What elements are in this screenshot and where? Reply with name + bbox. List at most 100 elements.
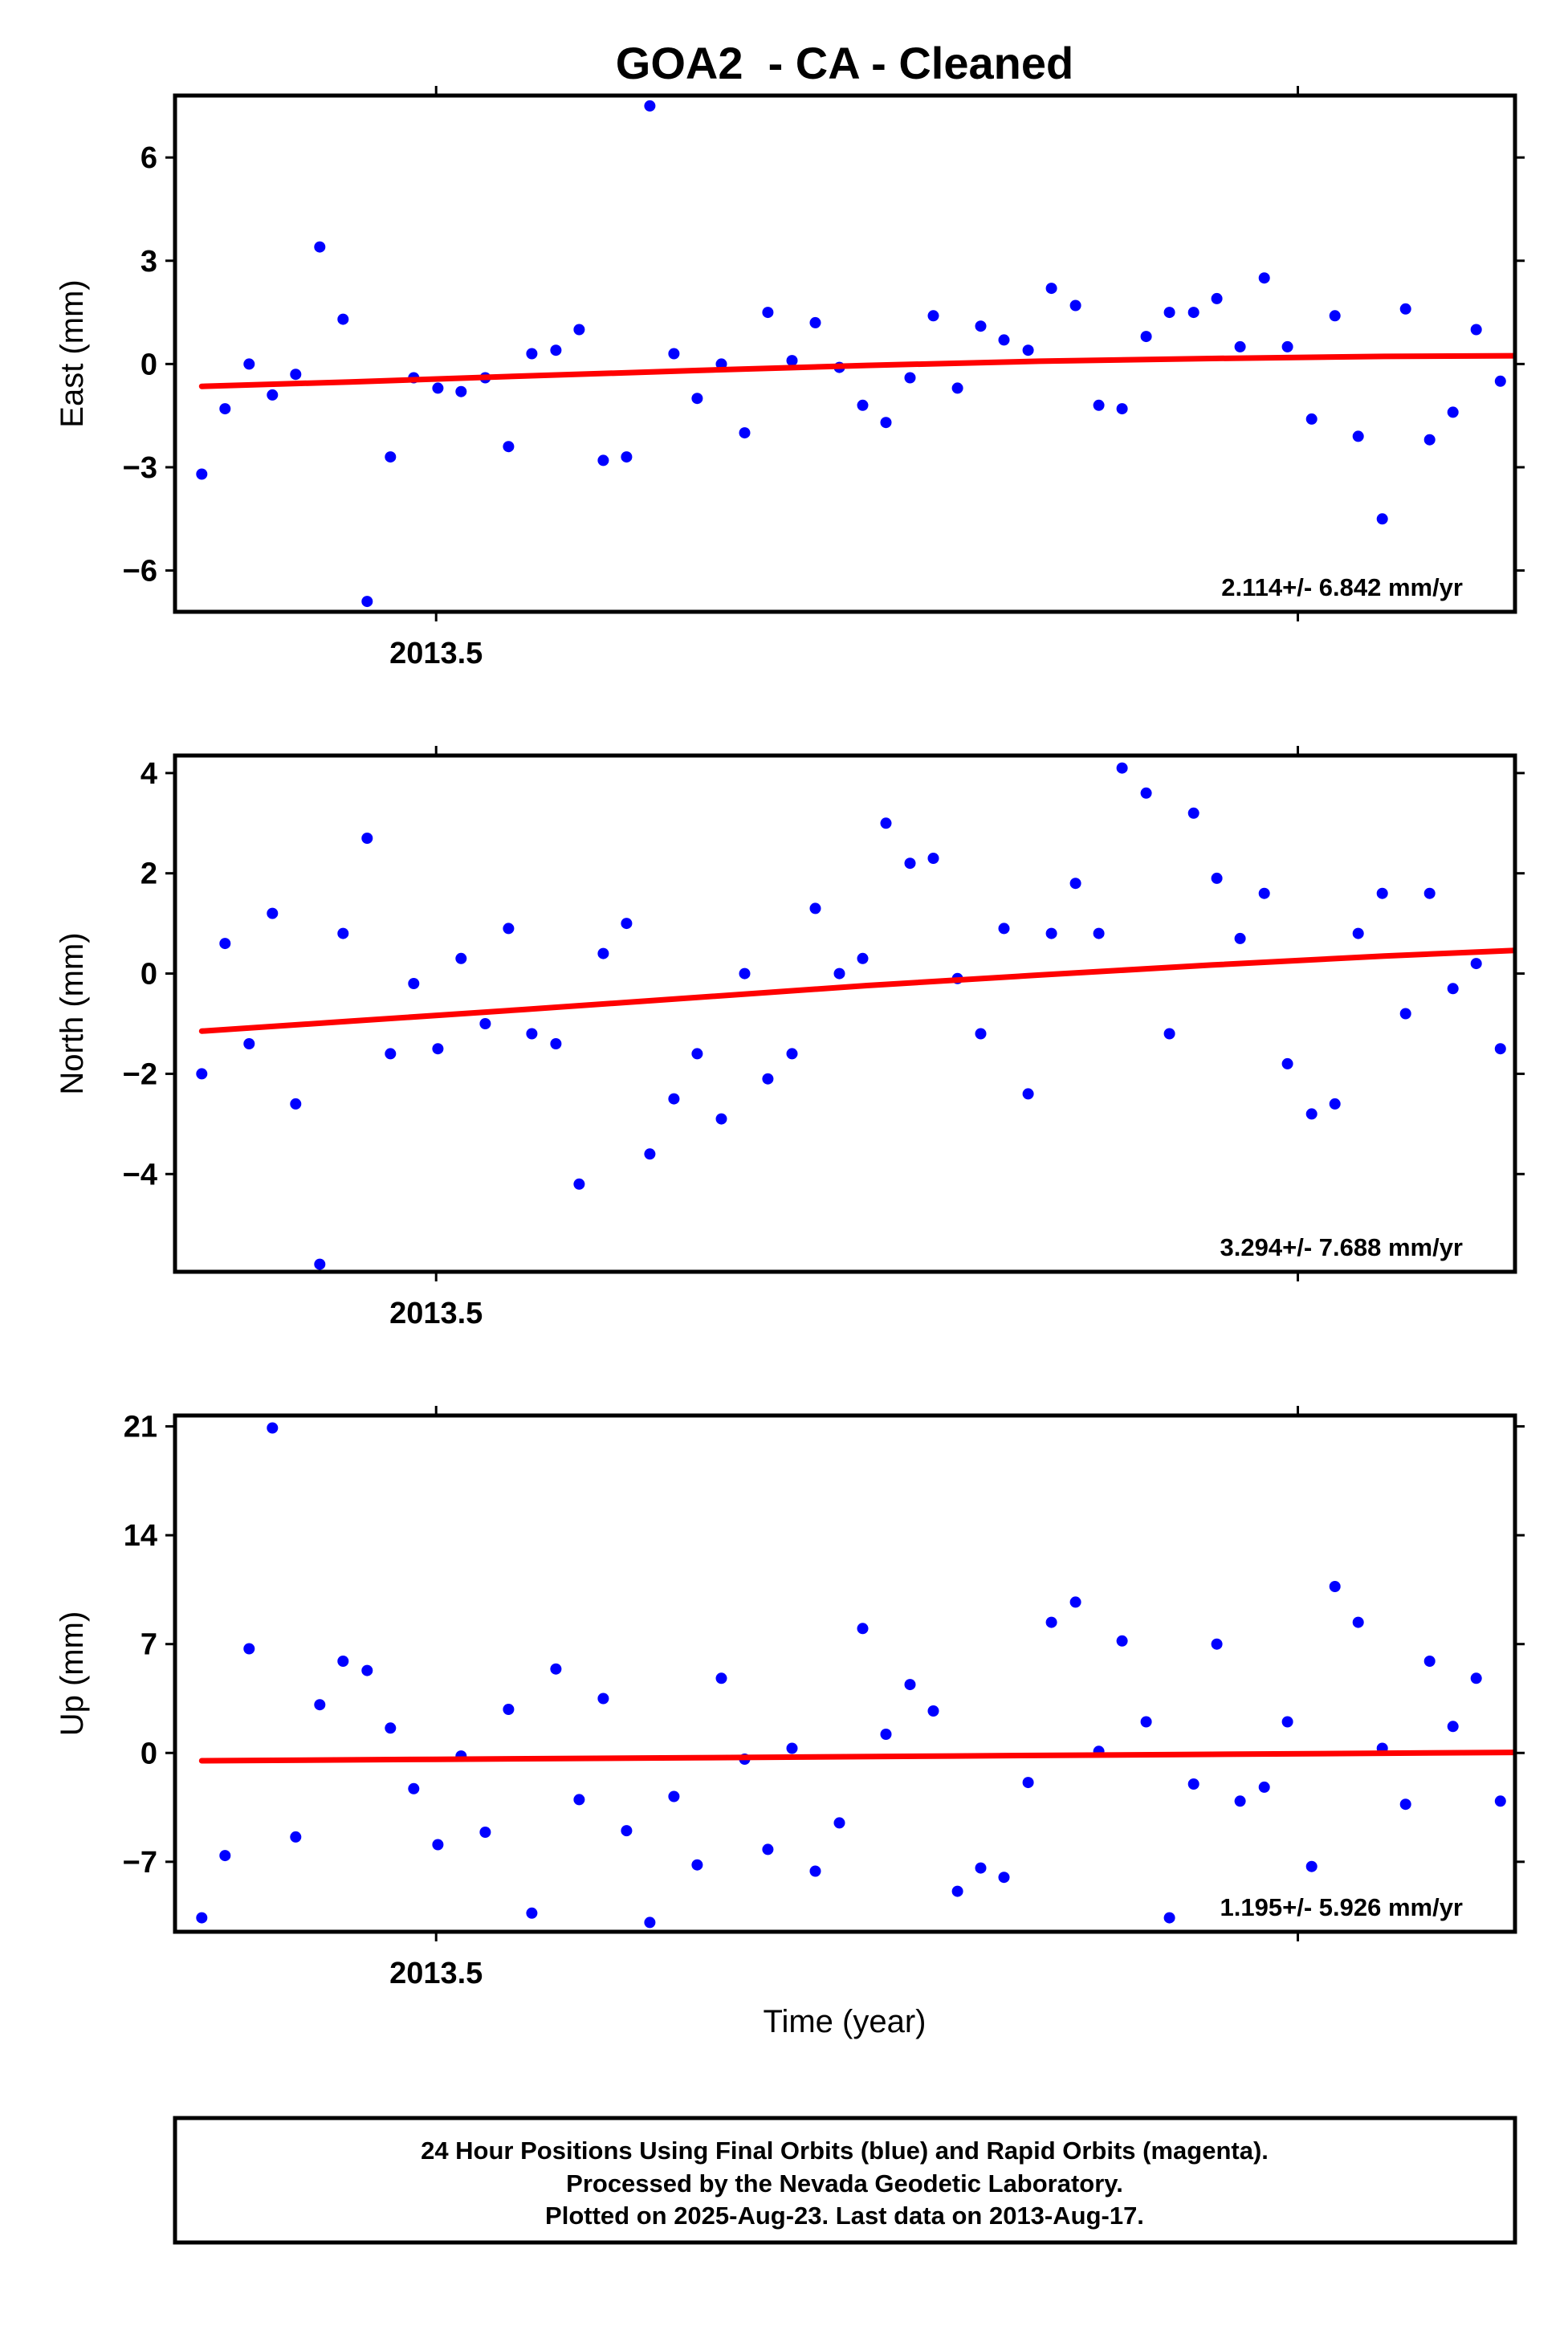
up-data-point xyxy=(809,1865,821,1877)
north-data-point xyxy=(573,1178,585,1190)
up-data-point xyxy=(1281,1716,1293,1728)
up-data-point xyxy=(503,1704,515,1715)
up-y-axis-label: Up (mm) xyxy=(55,1611,90,1737)
north-points xyxy=(196,762,1506,1270)
east-data-point xyxy=(337,313,349,325)
up-data-point xyxy=(408,1782,420,1794)
up-data-point xyxy=(1211,1638,1223,1650)
north-data-point xyxy=(290,1098,302,1110)
east-data-point xyxy=(809,316,821,328)
north-data-point xyxy=(267,907,279,919)
north-data-point xyxy=(715,1113,727,1125)
north-data-point xyxy=(432,1043,444,1055)
up-data-point xyxy=(573,1794,585,1806)
north-data-point xyxy=(880,817,892,829)
up-data-point xyxy=(1329,1581,1341,1592)
up-data-point xyxy=(1352,1616,1364,1628)
north-data-point xyxy=(1281,1057,1293,1069)
up-data-point xyxy=(1022,1777,1034,1789)
north-data-point xyxy=(597,947,609,959)
up-rate-label: 1.195+/- 5.926 mm/yr xyxy=(1220,1893,1463,1921)
north-data-point xyxy=(1140,787,1152,799)
north-data-point xyxy=(621,918,633,930)
up-ytick-label: 21 xyxy=(124,1411,157,1444)
north-data-point xyxy=(385,1048,397,1060)
east-data-point xyxy=(1163,307,1175,319)
north-data-point xyxy=(526,1028,538,1040)
north-data-point xyxy=(361,833,373,844)
east-data-point xyxy=(691,393,703,405)
up-data-point xyxy=(361,1664,373,1676)
north-data-point xyxy=(479,1018,491,1029)
east-data-point xyxy=(597,454,609,466)
up-points xyxy=(196,1422,1506,1929)
up-data-point xyxy=(1140,1716,1152,1728)
up-data-point xyxy=(267,1422,279,1434)
east-data-point xyxy=(998,334,1010,346)
north-data-point xyxy=(1447,983,1459,995)
east-data-point xyxy=(1045,283,1057,295)
up-ytick-label: 14 xyxy=(124,1519,157,1553)
up-data-point xyxy=(621,1825,633,1837)
north-data-point xyxy=(1494,1043,1506,1055)
east-data-point xyxy=(432,382,444,394)
east-ytick-label: 3 xyxy=(141,245,157,279)
north-ytick-label: −2 xyxy=(123,1057,157,1091)
up-data-point xyxy=(1423,1656,1436,1667)
east-xtick-label: 2013.5 xyxy=(389,637,483,670)
up-data-point xyxy=(1116,1635,1128,1647)
east-data-point xyxy=(951,382,963,394)
east-data-point xyxy=(526,348,538,360)
north-y-axis-label: North (mm) xyxy=(55,932,90,1094)
up-data-point xyxy=(904,1679,916,1691)
east-ytick-label: 6 xyxy=(141,141,157,175)
east-data-point xyxy=(1376,513,1388,525)
up-data-point xyxy=(951,1885,963,1897)
east-data-point xyxy=(1187,307,1199,319)
east-data-point xyxy=(1281,340,1293,352)
up-data-point xyxy=(880,1729,892,1740)
up-data-point xyxy=(432,1839,444,1851)
east-data-point xyxy=(1329,310,1341,322)
up-data-point xyxy=(1045,1616,1057,1628)
north-data-point xyxy=(1234,932,1246,944)
up-data-point xyxy=(857,1623,869,1635)
up-data-point xyxy=(550,1663,562,1675)
footer-line-2: Processed by the Nevada Geodetic Laborat… xyxy=(566,2169,1123,2198)
north-data-point xyxy=(243,1038,255,1049)
east-data-point xyxy=(1423,434,1436,446)
east-data-point xyxy=(1093,399,1105,411)
up-data-point xyxy=(196,1912,208,1924)
north-data-point xyxy=(1305,1108,1318,1120)
east-data-point xyxy=(857,399,869,411)
north-data-point xyxy=(455,952,467,964)
up-data-point xyxy=(1470,1672,1482,1684)
up-data-point xyxy=(385,1722,397,1734)
east-data-point xyxy=(621,451,633,463)
north-data-point xyxy=(1187,807,1199,819)
east-data-point xyxy=(1494,375,1506,387)
up-data-point xyxy=(762,1843,774,1855)
north-data-point xyxy=(1022,1088,1034,1100)
east-data-point xyxy=(385,451,397,463)
east-data-point xyxy=(1352,430,1364,442)
east-data-point xyxy=(1470,324,1482,336)
up-data-point xyxy=(927,1705,939,1717)
east-data-point xyxy=(762,307,774,319)
up-data-point xyxy=(290,1831,302,1843)
east-rate-label: 2.114+/- 6.842 mm/yr xyxy=(1221,573,1463,601)
north-data-point xyxy=(927,853,939,864)
east-data-point xyxy=(314,241,326,253)
north-data-point xyxy=(503,923,515,935)
up-data-point xyxy=(1447,1721,1459,1733)
north-data-point xyxy=(809,902,821,914)
north-data-point xyxy=(1470,958,1482,970)
east-ytick-label: −6 xyxy=(123,555,157,589)
up-data-point xyxy=(691,1859,703,1871)
up-data-point xyxy=(975,1862,987,1874)
north-data-point xyxy=(762,1073,774,1085)
north-ytick-label: 2 xyxy=(141,857,157,891)
up-data-point xyxy=(998,1872,1010,1884)
up-data-point xyxy=(833,1817,845,1829)
